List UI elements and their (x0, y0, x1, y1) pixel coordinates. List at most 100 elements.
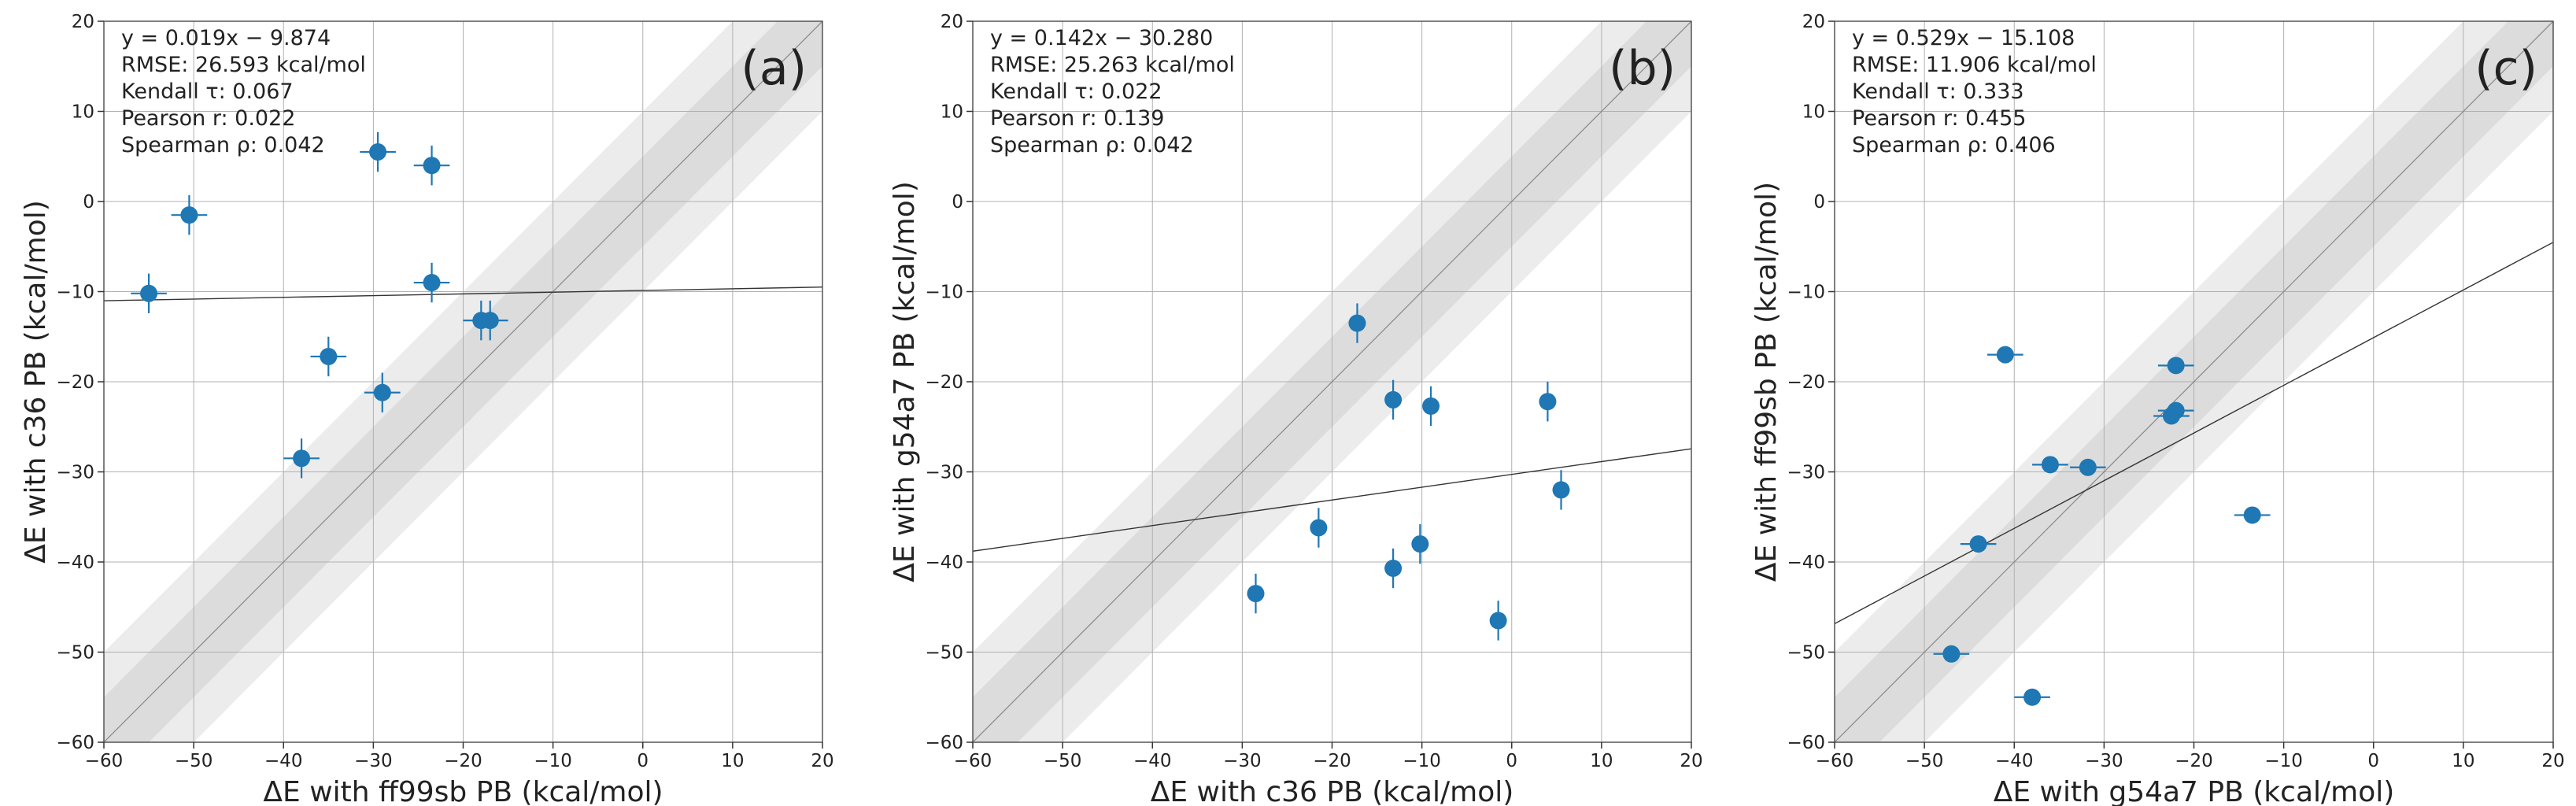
panel-a-point-marker (369, 143, 387, 161)
panel-c-x-axis-label: ΔE with g54a7 PB (kcal/mol) (1994, 776, 2395, 806)
panel-c-point-marker (2167, 401, 2185, 420)
panel-b-ytick-label: −40 (925, 553, 963, 573)
panel-a-ytick-label: 20 (72, 12, 94, 32)
panel-a-point (171, 194, 208, 235)
panel-c-xtick-label: 0 (2367, 751, 2379, 771)
panel-b-point-marker (1384, 390, 1403, 409)
panel-c-fit-line (1835, 242, 2553, 625)
panel-b-fit-equation: y = 0.142x − 30.280 (990, 26, 1213, 50)
panel-b-ytick-label: −10 (925, 283, 963, 303)
panel-c: −60 −50 −40 −30 −20 −10 0 10 20 −60 −50 −40 −30 −20 −1… (1750, 12, 2565, 806)
panel-a-identity-line (104, 21, 822, 742)
panel-a-ytick-label: −20 (56, 372, 94, 393)
panel-c-rmse: RMSE: 11.906 kcal/mol (1852, 53, 2097, 77)
panel-b-spearman-rho: Spearman ρ: 0.042 (990, 133, 1194, 157)
panel-a-data-points (131, 131, 508, 479)
panel-c-point-marker (2243, 506, 2261, 524)
panel-b-ytick-label: 10 (941, 102, 963, 123)
panel-c-stats: y = 0.529x − 15.108 RMSE: 11.906 kcal/mo… (1852, 26, 2097, 157)
panel-c-point (1987, 346, 2023, 364)
panel-c-ytick-label: −10 (1787, 283, 1825, 303)
panel-a-xtick-label: 20 (811, 751, 833, 771)
panel-b-ytick-label: 20 (941, 12, 963, 32)
panel-b-point-marker (1247, 585, 1265, 603)
panel-a-point (471, 300, 508, 341)
panel-c-label: (c) (2474, 41, 2537, 96)
panel-c-point-marker (1996, 346, 2014, 364)
panel-c-point-marker (1942, 645, 1961, 663)
panel-b-point (1384, 379, 1403, 420)
panel-a-xtick-label: 0 (637, 751, 649, 771)
panel-a-ytick-label: −10 (56, 283, 94, 303)
panel-c-point-marker (2023, 688, 2042, 706)
panel-a-ticks: −60 −50 −40 −30 −20 −10 0 10 20 −60 −50 −40 −30 −20 −1… (56, 12, 833, 771)
panel-b-point-marker (1384, 560, 1403, 578)
panel-b-xtick-label: −50 (1044, 751, 1082, 771)
panel-a-point-marker (423, 157, 441, 175)
panel-b-y-axis-label: ΔE with g54a7 PB (kcal/mol) (889, 181, 921, 582)
panel-c-xtick-label: −40 (1995, 751, 2034, 771)
panel-b-stats: y = 0.142x − 30.280 RMSE: 25.263 kcal/mo… (990, 26, 1235, 157)
panel-b-ytick-label: −50 (925, 643, 963, 664)
panel-a-point-marker (320, 347, 338, 365)
panel-a-ytick-label: −60 (56, 733, 94, 753)
panel-a-point-marker (293, 449, 311, 468)
panel-a-point (131, 273, 167, 313)
panel-a-point-marker (180, 206, 198, 224)
panel-a-point (360, 131, 396, 172)
panel-c-fit-equation: y = 0.529x − 15.108 (1852, 26, 2075, 50)
panel-c-ytick-label: −40 (1787, 553, 1825, 573)
panel-c-xtick-label: −30 (2085, 751, 2123, 771)
panel-c-ytick-label: −50 (1787, 643, 1825, 664)
panel-a-point (364, 372, 401, 412)
panel-b-xtick-label: −60 (954, 751, 992, 771)
panel-c-ticks: −60 −50 −40 −30 −20 −10 0 10 20 −60 −50 −40 −30 −20 −1… (1787, 12, 2564, 771)
panel-b-point-marker (1411, 535, 1429, 553)
panel-b-kendall-tau: Kendall τ: 0.022 (990, 79, 1162, 104)
panel-b-point-marker (1489, 612, 1507, 630)
panel-c-point (2157, 401, 2194, 420)
panel-a-point-marker (140, 284, 158, 302)
panel-c-point (1933, 645, 1970, 663)
panel-a-spearman-rho: Spearman ρ: 0.042 (121, 133, 325, 157)
panel-b-ticks: −60 −50 −40 −30 −20 −10 0 10 20 −60 −50 −40 −30 −20 −1… (925, 12, 1702, 771)
panel-c-ytick-label: −60 (1787, 733, 1825, 753)
panel-c-pearson-r: Pearson r: 0.455 (1852, 106, 2026, 131)
panel-c-xtick-label: −60 (1816, 751, 1854, 771)
panel-c-ytick-label: 0 (1813, 192, 1825, 213)
panel-c-point (2014, 688, 2050, 706)
panel-b-point (1411, 523, 1429, 564)
panel-b-xtick-label: 0 (1506, 751, 1517, 771)
panel-b-ytick-label: 0 (952, 192, 963, 213)
panel-b-point (1310, 508, 1328, 548)
panel-b-fit-line (973, 448, 1691, 552)
panel-a-xtick-label: −30 (354, 751, 393, 771)
panel-c-ytick-label: 10 (1802, 102, 1825, 123)
panel-a-point (283, 438, 320, 479)
panel-b-point (1384, 548, 1403, 589)
panel-a-y-axis-label: ΔE with c36 PB (kcal/mol) (20, 200, 52, 564)
panel-c-identity-line (1835, 21, 2553, 742)
panel-b-xtick-label: −40 (1133, 751, 1172, 771)
panel-a-pearson-r: Pearson r: 0.022 (121, 106, 295, 131)
panel-c-point (2070, 458, 2106, 476)
panel-a-xtick-label: −40 (264, 751, 303, 771)
panel-a-label: (a) (741, 41, 807, 96)
panel-b-xtick-label: 10 (1590, 751, 1613, 771)
panel-a-ytick-label: −40 (56, 553, 94, 573)
panel-a-x-axis-label: ΔE with ff99sb PB (kcal/mol) (263, 776, 663, 806)
panel-b-point (1489, 601, 1507, 641)
panel-b-point-marker (1348, 314, 1366, 332)
panel-c-point-marker (2167, 357, 2185, 375)
panel-c-kendall-tau: Kendall τ: 0.333 (1852, 79, 2024, 104)
panel-c-spearman-rho: Spearman ρ: 0.406 (1852, 133, 2056, 157)
panel-b-point (1552, 470, 1570, 510)
panel-b-x-axis-label: ΔE with c36 PB (kcal/mol) (1151, 776, 1514, 806)
panel-b-point-marker (1310, 519, 1328, 537)
panel-a-point (310, 336, 347, 377)
panel-b-xtick-label: −30 (1223, 751, 1262, 771)
panel-b-xtick-label: 20 (1680, 751, 1702, 771)
panel-c-ytick-label: −20 (1787, 372, 1825, 393)
panel-b-point (1247, 573, 1265, 614)
panel-a: −60 −50 −40 −30 −20 −10 0 10 20 −60 −50 −40 −30 −20 −1… (20, 12, 834, 806)
